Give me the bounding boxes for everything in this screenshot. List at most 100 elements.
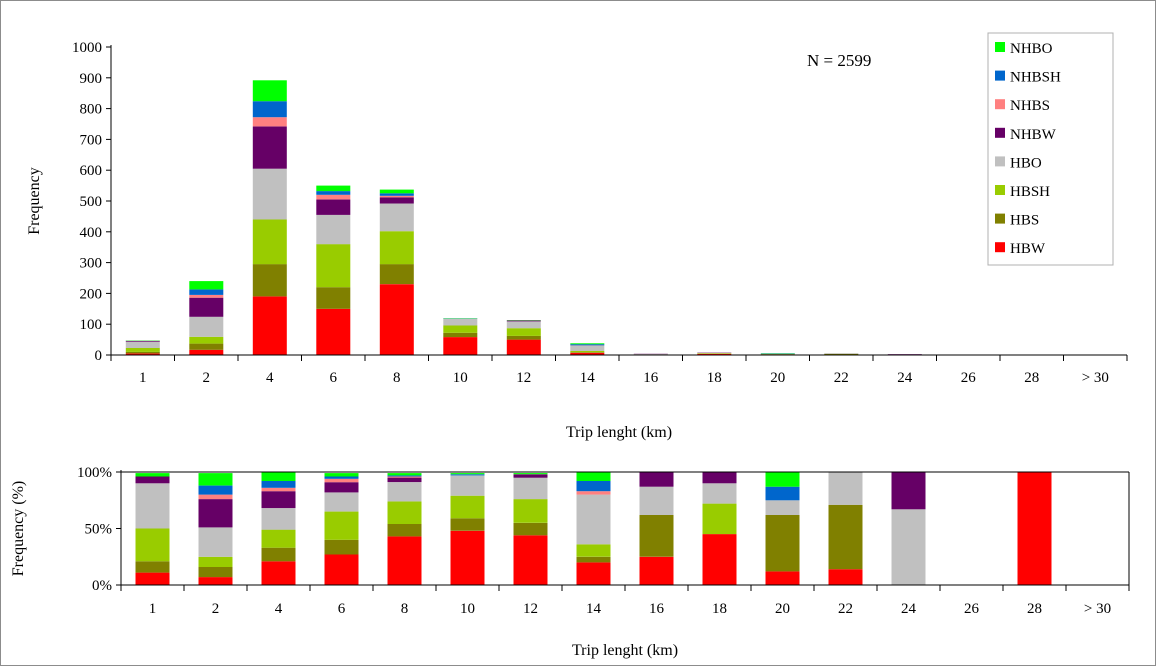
x-tick-label: 12 bbox=[523, 601, 538, 617]
bar-nhbw-2 bbox=[198, 499, 233, 528]
bar-hbs-6 bbox=[316, 287, 351, 309]
sample-size-annotation: N = 2599 bbox=[807, 51, 871, 70]
x-tick-label: 16 bbox=[643, 370, 659, 386]
bar-hbs-4 bbox=[252, 264, 287, 297]
bar-hbs-20 bbox=[765, 514, 800, 572]
legend-label-hbsh: HBSH bbox=[1010, 184, 1050, 200]
legend-swatch-hbw bbox=[995, 242, 1005, 253]
bar-hbs-14 bbox=[576, 556, 611, 563]
bar-hbw-8 bbox=[379, 284, 414, 355]
bar-hbo-4 bbox=[261, 508, 296, 530]
bar-nhbo-2 bbox=[198, 473, 233, 486]
x-tick-label: 18 bbox=[707, 370, 722, 386]
legend-label-nhbsh: NHBSH bbox=[1010, 70, 1061, 86]
bar-hbs-8 bbox=[387, 524, 422, 537]
bar-nhbs-8 bbox=[387, 476, 422, 478]
bar-hbw-6 bbox=[324, 554, 359, 585]
bar-hbo-12 bbox=[513, 477, 548, 500]
x-tick-label: 1 bbox=[139, 370, 147, 386]
bar-nhbsh-6 bbox=[316, 191, 351, 195]
bar-nhbsh-10 bbox=[450, 474, 485, 476]
bar-hbo-2 bbox=[189, 316, 224, 337]
x-tick-label: 12 bbox=[516, 370, 531, 386]
x-tick-label: > 30 bbox=[1084, 601, 1111, 617]
bar-hbo-18 bbox=[702, 483, 737, 504]
bar-hbs-14 bbox=[570, 352, 605, 353]
bar-hbo-4 bbox=[252, 168, 287, 220]
y-axis-title: Frequency bbox=[26, 167, 43, 235]
bar-hbs-16 bbox=[639, 514, 674, 557]
bar-hbsh-12 bbox=[506, 328, 541, 336]
y-tick-label: 700 bbox=[80, 132, 103, 148]
legend-swatch-nhbo bbox=[995, 42, 1005, 52]
bar-nhbw-6 bbox=[316, 199, 351, 215]
bar-nhbo-1 bbox=[135, 473, 170, 477]
bar-nhbw-4 bbox=[252, 126, 287, 169]
bar-nhbw-24 bbox=[891, 472, 926, 510]
bar-nhbs-2 bbox=[189, 294, 224, 298]
bar-nhbs-4 bbox=[261, 487, 296, 492]
bar-hbw-1 bbox=[125, 353, 160, 355]
legend-swatch-hbs bbox=[995, 213, 1005, 224]
legend-swatch-hbo bbox=[995, 156, 1005, 167]
bar-hbw-18 bbox=[702, 534, 737, 585]
bar-hbo-1 bbox=[135, 483, 170, 529]
legend-label-nhbw: NHBW bbox=[1010, 127, 1057, 143]
bar-hbo-22 bbox=[824, 353, 859, 354]
legend-swatch-nhbs bbox=[995, 99, 1005, 110]
bar-hbw-28 bbox=[1017, 472, 1052, 585]
bar-hbw-14 bbox=[576, 562, 611, 585]
bar-hbw-2 bbox=[189, 349, 224, 355]
x-tick-label: 20 bbox=[775, 601, 790, 617]
bar-hbw-12 bbox=[506, 339, 541, 355]
bar-nhbsh-8 bbox=[387, 475, 422, 477]
x-tick-label: 24 bbox=[897, 370, 913, 386]
bar-nhbo-8 bbox=[379, 189, 414, 194]
x-tick-label: 10 bbox=[460, 601, 475, 617]
bar-hbw-16 bbox=[639, 556, 674, 586]
bar-hbs-10 bbox=[450, 518, 485, 531]
bar-hbo-14 bbox=[570, 345, 605, 351]
bar-hbsh-18 bbox=[697, 353, 732, 354]
bar-hbw-4 bbox=[252, 296, 287, 355]
y-tick-label: 900 bbox=[80, 71, 103, 87]
bar-nhbw-16 bbox=[639, 472, 674, 487]
x-tick-label: 1 bbox=[149, 601, 157, 617]
bar-hbw-12 bbox=[513, 535, 548, 585]
legend-swatch-hbsh bbox=[995, 185, 1005, 195]
bar-hbs-6 bbox=[324, 539, 359, 555]
bar-nhbo-10 bbox=[450, 473, 485, 475]
bar-hbs-1 bbox=[125, 351, 160, 354]
y-axis-title: Frequency (%) bbox=[10, 481, 27, 577]
bar-hbs-8 bbox=[379, 264, 414, 285]
bar-hbo-12 bbox=[506, 321, 541, 329]
bar-hbs-12 bbox=[513, 522, 548, 536]
bar-hbs-4 bbox=[261, 547, 296, 562]
bar-hbo-22 bbox=[828, 472, 863, 505]
bar-hbw-22 bbox=[828, 569, 863, 585]
bar-nhbsh-14 bbox=[576, 481, 611, 492]
bar-nhbw-6 bbox=[324, 482, 359, 493]
x-tick-label: 8 bbox=[401, 601, 409, 617]
bar-hbo-2 bbox=[198, 527, 233, 557]
bar-hbw-1 bbox=[135, 572, 170, 585]
x-tick-label: 10 bbox=[453, 370, 468, 386]
frequency-chart: 1 2 4 6 8 10 12 14 16 18 20 22 24 26 28 > 3001002003004… bbox=[26, 32, 1128, 441]
x-tick-label: 14 bbox=[586, 601, 602, 617]
bar-nhbw-18 bbox=[702, 472, 737, 484]
bar-hbsh-18 bbox=[702, 503, 737, 535]
x-tick-label: 28 bbox=[1024, 370, 1039, 386]
bar-hbsh-10 bbox=[443, 325, 478, 333]
bar-hbs-22 bbox=[828, 504, 863, 570]
bar-hbo-16 bbox=[639, 486, 674, 515]
bar-hbsh-10 bbox=[450, 495, 485, 519]
bar-hbo-14 bbox=[576, 494, 611, 545]
x-tick-label: 4 bbox=[275, 601, 283, 617]
y-tick-label: 100 bbox=[80, 317, 103, 333]
bar-nhbw-4 bbox=[261, 491, 296, 509]
bar-nhbsh-14 bbox=[570, 344, 605, 346]
bar-hbs-20 bbox=[760, 354, 795, 355]
x-tick-label: 28 bbox=[1027, 601, 1042, 617]
x-tick-label: 2 bbox=[203, 370, 211, 386]
bar-hbw-10 bbox=[443, 337, 478, 355]
